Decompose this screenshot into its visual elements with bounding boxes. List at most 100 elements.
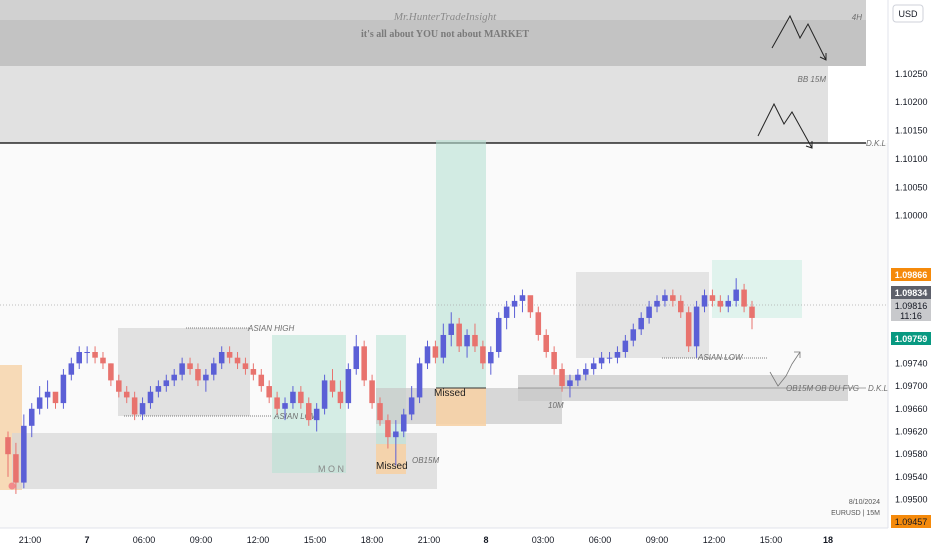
candle-body (171, 374, 177, 381)
candle-body (622, 340, 629, 352)
candle-body (717, 300, 724, 307)
time-tick-12: 12:00 (703, 535, 726, 545)
candle-body (590, 363, 597, 370)
price-tick-2: 1.10150 (895, 126, 928, 136)
start-marker (8, 482, 16, 490)
price-tick-9: 1.09660 (895, 404, 928, 414)
currency-button[interactable] (892, 4, 924, 23)
badge-orange-top (891, 268, 931, 281)
candle-body (163, 380, 170, 387)
candle-body (329, 380, 336, 392)
candle-body (377, 403, 383, 421)
time-tick-0: 21:00 (19, 535, 42, 545)
candle-body (147, 391, 154, 404)
price-tick-0: 1.10250 (895, 69, 928, 79)
time-tick-8: 8 (483, 535, 488, 545)
candle-body (108, 363, 114, 381)
candle-body (258, 374, 265, 387)
label-missed-1: Missed (434, 388, 466, 399)
candle-body (527, 295, 534, 313)
currency-label: USD (898, 9, 918, 19)
candle-body (741, 289, 747, 307)
badge-green (891, 332, 931, 345)
missed-orange-2 (376, 444, 406, 474)
candle-body (274, 397, 280, 409)
candle-body (733, 289, 739, 301)
candle-body (337, 391, 344, 404)
candle-body (76, 352, 83, 364)
candle-body (503, 306, 510, 318)
svg-text:1.09816: 1.09816 (895, 301, 928, 311)
candle-body (393, 431, 399, 438)
candle-body (187, 363, 193, 370)
candle-body (60, 374, 67, 404)
candle-body (495, 317, 502, 352)
label-asian-low-right: ASIAN LOW (697, 353, 744, 362)
badge-last-price (891, 286, 931, 299)
candle-body (353, 346, 360, 370)
price-tick-13: 1.09500 (895, 495, 928, 505)
price-tick-11: 1.09580 (895, 449, 928, 459)
candle-body (448, 323, 455, 335)
candle-body (408, 397, 415, 415)
footer-symbol: EURUSD | 15M (831, 510, 880, 517)
time-tick-6: 18:00 (361, 535, 384, 545)
label-4h: 4H (852, 13, 862, 22)
candle-body (242, 363, 249, 370)
svg-text:1.09866: 1.09866 (895, 270, 928, 280)
candle-body (709, 295, 716, 301)
zigzag-arrow-top (771, 14, 827, 61)
candle-body (321, 380, 328, 409)
time-tick-9: 03:00 (532, 535, 555, 545)
green-zone-right (712, 260, 802, 318)
label-obdu-fvg: OB DU FVG (815, 384, 859, 393)
projection-arrow (769, 351, 801, 387)
candle-body (123, 391, 130, 398)
candle-body (646, 306, 652, 318)
candle-body (179, 363, 185, 375)
projection-arrow-head (794, 351, 801, 358)
candle-body (511, 300, 518, 307)
candle-body (440, 334, 447, 358)
candle-body (685, 312, 692, 347)
candle-body (282, 403, 288, 409)
candle-body (725, 300, 732, 307)
candle-body (543, 334, 549, 352)
candle-body (361, 346, 367, 381)
zigzag-arrow-mid (757, 102, 813, 149)
candle-body (28, 408, 35, 426)
time-tick-3: 09:00 (190, 535, 213, 545)
candle-body (654, 300, 660, 307)
candle-body (472, 334, 478, 347)
time-tick-10: 06:00 (589, 535, 612, 545)
candle-body (195, 369, 201, 381)
candle-body (598, 357, 605, 364)
candle-body (100, 357, 106, 364)
time-tick-2: 06:00 (133, 535, 156, 545)
candle-body (131, 397, 138, 415)
time-axis (0, 528, 888, 550)
candle-body (551, 352, 557, 370)
candle-body (535, 312, 542, 335)
price-tick-8: 1.09700 (895, 381, 928, 391)
candle-body (5, 437, 11, 455)
candle-body (116, 380, 122, 392)
candle-body (226, 352, 233, 358)
missed-orange-1 (436, 388, 486, 426)
badge-mid-price (891, 299, 931, 321)
candle-body (480, 346, 486, 364)
candle-body (369, 380, 375, 404)
supply-zone-4h-inner (0, 20, 866, 66)
candle-body (266, 386, 272, 398)
zigzag-arrow-top-head (819, 53, 827, 61)
price-tick-10: 1.09620 (895, 426, 928, 436)
time-tick-13: 15:00 (760, 535, 783, 545)
candle-body (52, 391, 59, 404)
candle-body (464, 334, 470, 347)
candle-body (677, 300, 684, 313)
footer-date: 8/10/2024 (849, 499, 880, 506)
price-tick-12: 1.09540 (895, 472, 928, 482)
candle-body (693, 306, 700, 347)
